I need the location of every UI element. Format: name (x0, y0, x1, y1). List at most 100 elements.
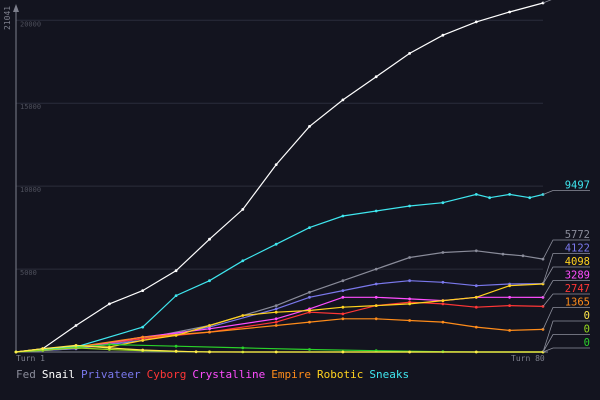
data-point-7-4 (208, 279, 211, 283)
series-line-0 (15, 250, 544, 353)
data-point-4-3 (208, 327, 211, 331)
data-point-0-8 (408, 256, 411, 259)
data-point-6-13 (441, 299, 445, 302)
data-point-6-15 (508, 284, 511, 288)
legend-item-1: Snail (41, 368, 75, 381)
data-point-10-0 (14, 350, 18, 354)
data-point-1-15 (508, 10, 511, 14)
data-point-2-5 (308, 295, 311, 299)
data-point-2-4 (274, 307, 278, 311)
data-point-6-9 (308, 309, 311, 312)
data-point-0-4 (274, 304, 278, 307)
data-point-3-4 (274, 320, 278, 324)
y-tick-label-1: 15000 (20, 103, 41, 111)
data-point-4-8 (408, 297, 411, 301)
data-point-5-6 (341, 317, 345, 321)
y-tick-label-3: 5000 (20, 269, 37, 277)
end-label-connector-9 (542, 334, 590, 353)
data-point-1-9 (308, 125, 311, 128)
end-label-2: 4122 (565, 243, 590, 255)
legend-item-6: Robotic (316, 368, 364, 381)
data-point-7-11 (441, 201, 445, 205)
data-point-6-8 (274, 310, 278, 314)
series-line-1 (15, 2, 544, 353)
data-point-6-10 (341, 305, 345, 309)
data-point-10-2 (74, 344, 78, 347)
data-point-5-8 (408, 319, 411, 322)
data-point-7-9 (374, 209, 378, 213)
data-point-7-8 (341, 214, 345, 218)
end-label-3: 2747 (565, 283, 590, 295)
data-point-2-8 (408, 279, 411, 283)
data-point-3-11 (508, 304, 511, 307)
data-point-10-5 (174, 349, 178, 353)
data-point-6-6 (208, 324, 211, 327)
end-label-connector-3 (542, 293, 590, 307)
y-tick-label-2: 10000 (20, 186, 41, 194)
data-point-0-10 (474, 249, 478, 253)
data-point-7-15 (528, 196, 532, 200)
data-point-3-9 (441, 302, 445, 306)
data-point-1-5 (174, 269, 178, 273)
end-label-connector-4 (542, 280, 590, 298)
data-point-10-11 (474, 350, 478, 354)
data-point-8-5 (308, 348, 311, 351)
data-point-1-10 (341, 98, 345, 102)
end-label-10: 0 (584, 310, 590, 322)
data-point-5-3 (208, 330, 211, 334)
data-point-2-6 (341, 289, 345, 292)
end-label-9: 0 (584, 324, 590, 336)
data-point-1-4 (141, 289, 145, 292)
data-point-6-4 (141, 339, 145, 342)
series-line-7 (15, 193, 544, 353)
data-point-3-10 (474, 305, 478, 309)
end-labels: 000136527473289409841225772949721041 (542, 0, 590, 353)
data-point-7-10 (408, 204, 411, 208)
legend-item-5: Empire (271, 368, 311, 381)
end-label-connector-8 (542, 347, 590, 353)
data-point-7-6 (274, 242, 278, 246)
data-point-5-4 (274, 324, 278, 327)
data-point-6-11 (374, 304, 378, 307)
data-point-5-7 (374, 317, 378, 321)
data-point-8-2 (108, 343, 111, 346)
data-point-2-7 (374, 282, 378, 286)
data-point-4-6 (341, 295, 345, 299)
end-label-connector-10 (542, 320, 590, 353)
data-point-10-1 (41, 347, 45, 351)
data-point-10-6 (194, 350, 198, 354)
data-point-2-10 (474, 284, 478, 288)
x-start-label: Turn 1 (16, 354, 45, 363)
data-point-6-7 (241, 314, 245, 317)
data-point-7-12 (474, 193, 478, 196)
data-point-10-9 (341, 350, 345, 354)
data-point-10-3 (108, 346, 111, 350)
data-point-6-12 (408, 302, 411, 306)
end-label-0: 5772 (565, 229, 590, 241)
end-label-connector-1 (542, 0, 552, 4)
end-label-7: 9497 (565, 180, 590, 192)
data-point-4-4 (274, 317, 278, 321)
y-axis-arrow-icon (13, 4, 19, 12)
data-point-10-8 (274, 350, 278, 354)
data-point-5-9 (441, 320, 445, 324)
legend-item-7: Sneaks (369, 368, 410, 381)
end-label-8: 0 (584, 337, 590, 349)
data-point-3-6 (341, 312, 345, 316)
data-point-8-3 (174, 344, 178, 348)
end-label-connector-0 (542, 239, 590, 260)
end-label-connector-5 (542, 307, 590, 330)
data-point-1-12 (408, 52, 411, 55)
data-point-5-11 (508, 329, 511, 332)
data-point-7-3 (174, 294, 178, 297)
data-point-7-14 (508, 193, 511, 196)
data-point-5-10 (474, 325, 478, 329)
data-point-1-7 (241, 208, 245, 211)
end-label-connector-2 (542, 253, 590, 284)
legend-item-0: Fed (16, 368, 36, 381)
data-point-8-4 (241, 346, 245, 350)
data-point-10-7 (208, 350, 211, 354)
end-label-5: 1365 (565, 297, 590, 309)
legend-item-2: Privateer (81, 368, 141, 381)
data-point-6-5 (174, 334, 178, 337)
